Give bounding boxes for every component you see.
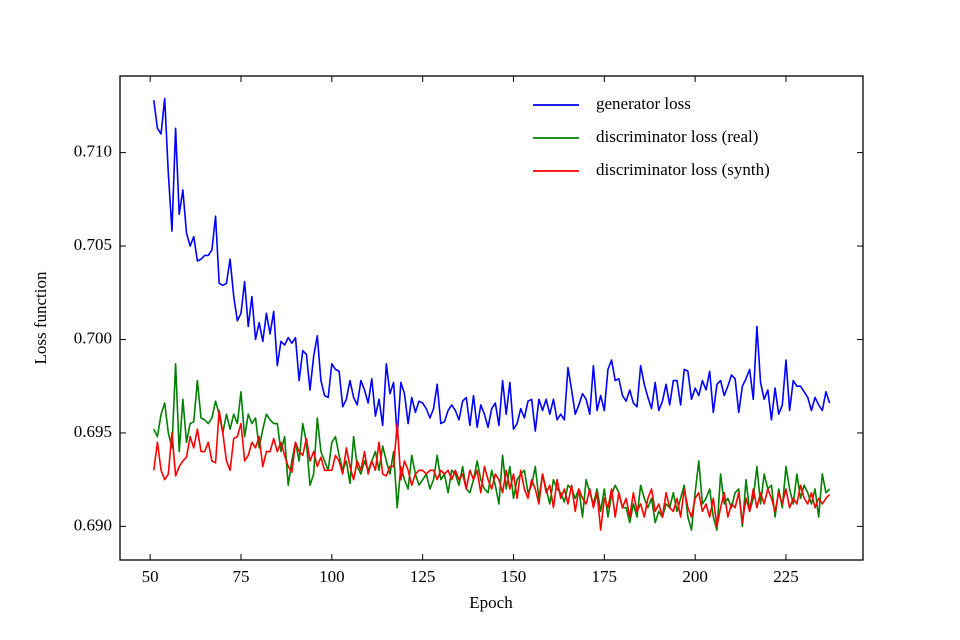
y-axis-label: Loss function — [31, 271, 50, 365]
y-tick-label: 0.705 — [74, 235, 112, 254]
y-tick-label: 0.695 — [74, 422, 112, 441]
axes-frame — [119, 75, 864, 561]
x-tick-label: 200 — [682, 567, 708, 586]
line-series — [152, 409, 831, 531]
x-tick-label: 175 — [592, 567, 618, 586]
legend-label: discriminator loss (synth) — [596, 160, 770, 179]
y-tick-label: 0.690 — [74, 515, 112, 534]
x-tick-label: 150 — [501, 567, 527, 586]
x-tick-label: 75 — [232, 567, 249, 586]
line-series — [152, 97, 831, 438]
legend-label: generator loss — [596, 94, 691, 113]
y-tick-label: 0.700 — [74, 328, 112, 347]
legend-label: discriminator loss (real) — [596, 127, 758, 146]
x-tick-label: 225 — [773, 567, 799, 586]
x-tick-label: 100 — [319, 567, 345, 586]
line-series — [153, 362, 831, 531]
x-tick-label: 125 — [410, 567, 436, 586]
x-axis-label: Epoch — [469, 593, 513, 612]
y-tick-label: 0.710 — [74, 142, 112, 161]
x-tick-label: 50 — [142, 567, 159, 586]
